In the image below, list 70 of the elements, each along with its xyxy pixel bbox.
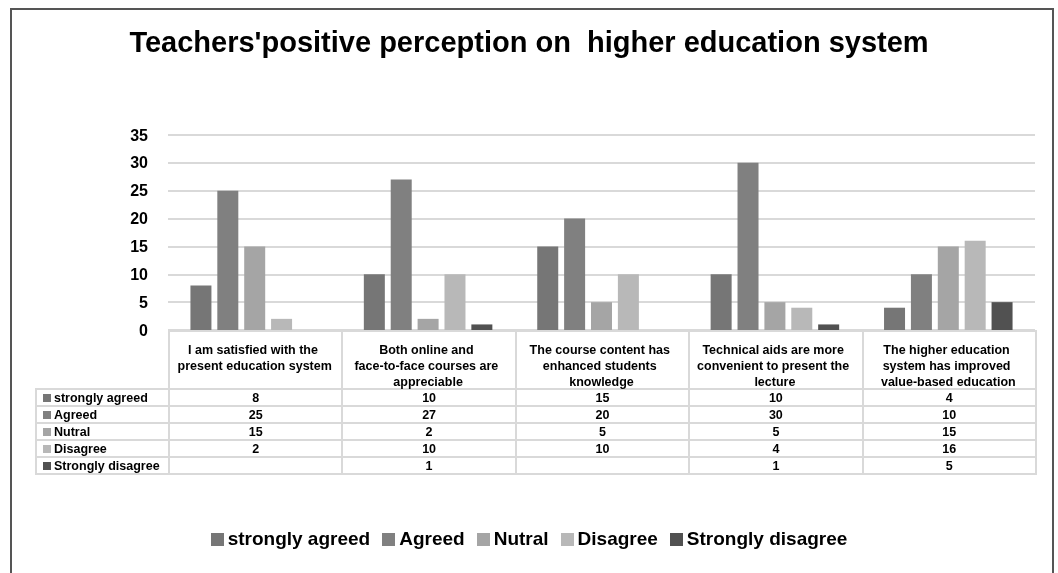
bar <box>564 218 586 330</box>
bar <box>710 274 732 330</box>
bar <box>471 324 493 330</box>
data-label: 10 <box>515 440 690 457</box>
bar <box>937 246 959 330</box>
data-label: 15 <box>862 423 1036 440</box>
legend-label: strongly agreed <box>36 389 169 406</box>
data-label: 4 <box>862 389 1036 406</box>
bar <box>363 274 385 330</box>
data-label: 10 <box>689 389 863 406</box>
data-label: 4 <box>689 440 863 457</box>
text: Nutral <box>493 528 549 549</box>
bar <box>417 318 439 330</box>
bar <box>190 285 212 330</box>
y-tick-label: 30 <box>130 154 149 172</box>
bar <box>884 307 906 330</box>
data-label: 10 <box>342 389 516 406</box>
data-label: 5 <box>515 423 690 440</box>
text: Strongly disagree <box>54 458 160 473</box>
legend-label: Strongly disagree <box>685 528 848 549</box>
data-label: 10 <box>342 440 516 457</box>
text: strongly agreed <box>227 528 371 549</box>
data-label: 20 <box>515 406 690 423</box>
text: Disagree <box>54 441 107 456</box>
y-tick-label: 20 <box>130 210 149 228</box>
data-label: 5 <box>689 423 863 440</box>
bar <box>617 274 639 330</box>
y-tick-label: 25 <box>130 182 149 200</box>
bar <box>591 302 612 330</box>
bar <box>737 162 759 330</box>
x-tick-label: Technical aids are more convenient to present the lecture <box>697 343 853 389</box>
text: Agreed <box>399 528 465 549</box>
x-tick-label: The higher education system has improved value-based education <box>880 343 1016 389</box>
legend-label: Nutral <box>36 423 169 440</box>
legend-label: Agreed <box>36 406 169 423</box>
bar <box>217 190 239 330</box>
legend-label: Disagree <box>576 528 658 549</box>
y-tick-label: 10 <box>130 265 149 283</box>
bar <box>764 302 786 330</box>
bar <box>537 246 559 330</box>
chart-title: Teachers'positive perception on higher education system <box>129 25 929 58</box>
y-tick-label: 0 <box>139 321 149 339</box>
y-tick-label: 35 <box>130 126 149 144</box>
data-label: 16 <box>862 440 1036 457</box>
bar <box>444 274 466 330</box>
bar <box>390 179 412 330</box>
bar <box>818 324 840 330</box>
bar <box>271 318 293 330</box>
data-label: 1 <box>342 457 516 474</box>
data-label: 5 <box>862 457 1036 474</box>
bar <box>910 274 932 330</box>
data-label: 8 <box>169 389 343 406</box>
data-label: 1 <box>689 457 863 474</box>
x-tick-label: Both online and face-to-face courses are appreciable <box>354 343 502 389</box>
x-tick-label: I am satisfied with the present education system <box>177 343 332 373</box>
data-label: 2 <box>169 440 343 457</box>
bar <box>964 240 986 330</box>
data-label: 15 <box>169 423 343 440</box>
data-label: 27 <box>342 406 516 423</box>
bar <box>791 307 813 330</box>
bar <box>991 302 1013 330</box>
y-tick-label: 5 <box>139 293 149 311</box>
data-label: 10 <box>862 406 1036 423</box>
data-label: 25 <box>169 406 343 423</box>
y-tick-label: 15 <box>130 237 149 255</box>
data-label: 30 <box>689 406 863 423</box>
bar <box>244 246 266 330</box>
data-label: 15 <box>515 389 690 406</box>
data-label: 2 <box>342 423 516 440</box>
x-tick-label: The course content has enhanced students knowledge <box>529 343 674 389</box>
